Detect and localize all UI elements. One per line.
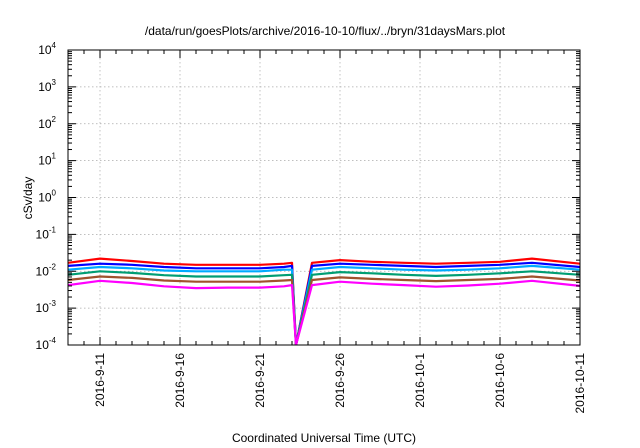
y-tick-label: 10-4: [36, 336, 57, 352]
series-line-4: [68, 270, 580, 345]
y-tick-label: 10-3: [36, 299, 57, 315]
x-tick-label: 2016-9-21: [253, 353, 267, 408]
x-tick-label: 2016-10-11: [573, 353, 587, 414]
y-tick-label: 101: [38, 152, 56, 168]
y-tick-label: 103: [38, 78, 56, 94]
chart-title: /data/run/goesPlots/archive/2016-10-10/f…: [145, 24, 506, 38]
x-tick-label: 2016-9-11: [93, 353, 107, 407]
series-line-3: [68, 264, 580, 345]
series-line-5: [68, 275, 580, 345]
series-line-1: [68, 257, 580, 345]
series-group: [68, 257, 580, 345]
y-tick-label: 10-2: [36, 262, 57, 278]
x-tick-label: 2016-9-16: [173, 353, 187, 408]
x-tick-label: 2016-10-6: [493, 353, 507, 408]
y-axis-title: cSv/day: [21, 177, 35, 220]
series-line-2: [68, 261, 580, 345]
x-tick-label: 2016-9-26: [333, 353, 347, 408]
y-axis: 10-4 10-3 10-2 10-1 100 101 102 103 104: [36, 41, 580, 352]
y-tick-label: 104: [38, 41, 56, 57]
x-axis: 2016-9-11 2016-9-16 2016-9-21 2016-9-26 2016…: [67, 50, 587, 414]
y-tick-label: 100: [38, 189, 56, 205]
series-line-6: [68, 279, 580, 345]
y-tick-label: 102: [38, 115, 56, 131]
y-tick-label: 10-1: [36, 225, 57, 241]
x-axis-title: Coordinated Universal Time (UTC): [232, 431, 416, 445]
grid: [68, 50, 580, 345]
x-tick-label: 2016-10-1: [413, 353, 427, 408]
